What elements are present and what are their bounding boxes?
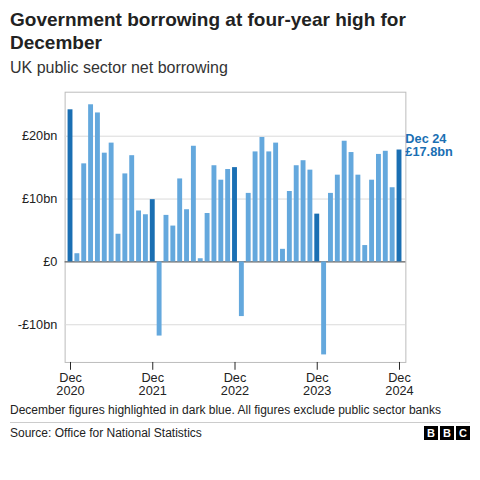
svg-text:£0: £0 xyxy=(43,254,57,269)
html-text:UK public sector net borrowing: UK public sector net borrowing xyxy=(10,59,228,76)
svg-text:Dec2021: Dec2021 xyxy=(139,370,167,398)
html-text:B: B xyxy=(427,427,435,440)
svg-text:£10bn: £10bn xyxy=(22,191,57,206)
html-text:Source: Office for National St: Source: Office for National Statistics xyxy=(10,426,202,441)
html-text:C: C xyxy=(459,427,467,440)
html-text:B: B xyxy=(443,427,451,440)
svg-text:Dec2020: Dec2020 xyxy=(56,370,84,398)
svg-text:Dec2024: Dec2024 xyxy=(385,370,413,398)
html-text:December figures highlighted i: December figures highlighted in dark blu… xyxy=(10,403,441,418)
svg-text:Dec 24£17.8bn: Dec 24£17.8bn xyxy=(405,131,452,159)
svg-text:£20bn: £20bn xyxy=(22,128,57,143)
svg-text:Dec2023: Dec2023 xyxy=(303,370,331,398)
svg-text:-£10bn: -£10bn xyxy=(18,317,58,332)
html-text:Government borrowing at four-y: Government borrowing at four-year high f… xyxy=(10,9,406,53)
svg-text:Dec2022: Dec2022 xyxy=(221,370,249,398)
